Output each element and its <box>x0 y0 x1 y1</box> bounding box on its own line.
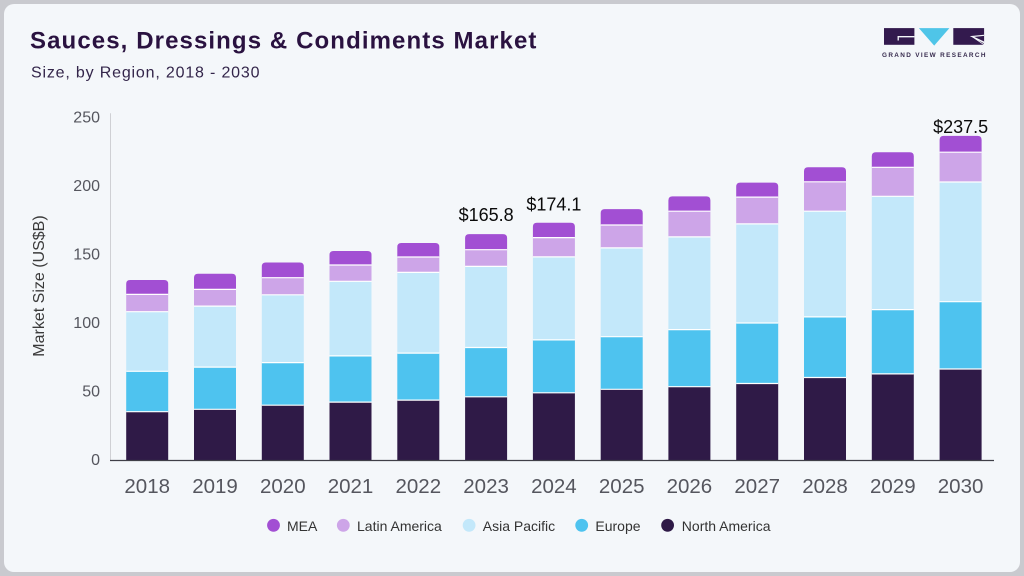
svg-text:MEA: MEA <box>287 518 318 534</box>
svg-text:Asia Pacific: Asia Pacific <box>483 518 555 534</box>
svg-text:2029: 2029 <box>870 475 916 498</box>
svg-text:2026: 2026 <box>667 475 713 498</box>
svg-text:2028: 2028 <box>802 475 848 498</box>
svg-text:100: 100 <box>73 315 100 332</box>
svg-text:2021: 2021 <box>328 475 374 498</box>
svg-text:2022: 2022 <box>395 475 441 498</box>
svg-text:Europe: Europe <box>595 518 640 534</box>
svg-text:2030: 2030 <box>938 475 984 498</box>
svg-text:2027: 2027 <box>734 475 780 498</box>
svg-text:2019: 2019 <box>192 475 238 498</box>
svg-text:250: 250 <box>73 110 100 127</box>
svg-text:North America: North America <box>682 518 771 534</box>
svg-text:50: 50 <box>82 383 100 400</box>
svg-text:GRAND VIEW RESEARCH: GRAND VIEW RESEARCH <box>882 52 987 59</box>
svg-text:200: 200 <box>73 178 100 195</box>
svg-text:2025: 2025 <box>599 475 645 498</box>
svg-text:$165.8: $165.8 <box>459 205 514 225</box>
svg-text:Latin America: Latin America <box>357 518 442 534</box>
svg-text:Size, by Region, 2018 - 2030: Size, by Region, 2018 - 2030 <box>31 65 260 82</box>
svg-text:2024: 2024 <box>531 475 577 498</box>
svg-text:Market Size (US$B): Market Size (US$B) <box>31 215 48 356</box>
svg-text:2018: 2018 <box>124 475 170 498</box>
svg-text:150: 150 <box>73 247 100 264</box>
svg-text:$174.1: $174.1 <box>526 195 581 215</box>
svg-text:Sauces, Dressings & Condiments: Sauces, Dressings & Condiments Market <box>30 27 538 54</box>
svg-text:2020: 2020 <box>260 475 306 498</box>
svg-text:0: 0 <box>91 452 100 469</box>
svg-text:2023: 2023 <box>463 475 509 498</box>
svg-text:$237.5: $237.5 <box>933 117 988 137</box>
